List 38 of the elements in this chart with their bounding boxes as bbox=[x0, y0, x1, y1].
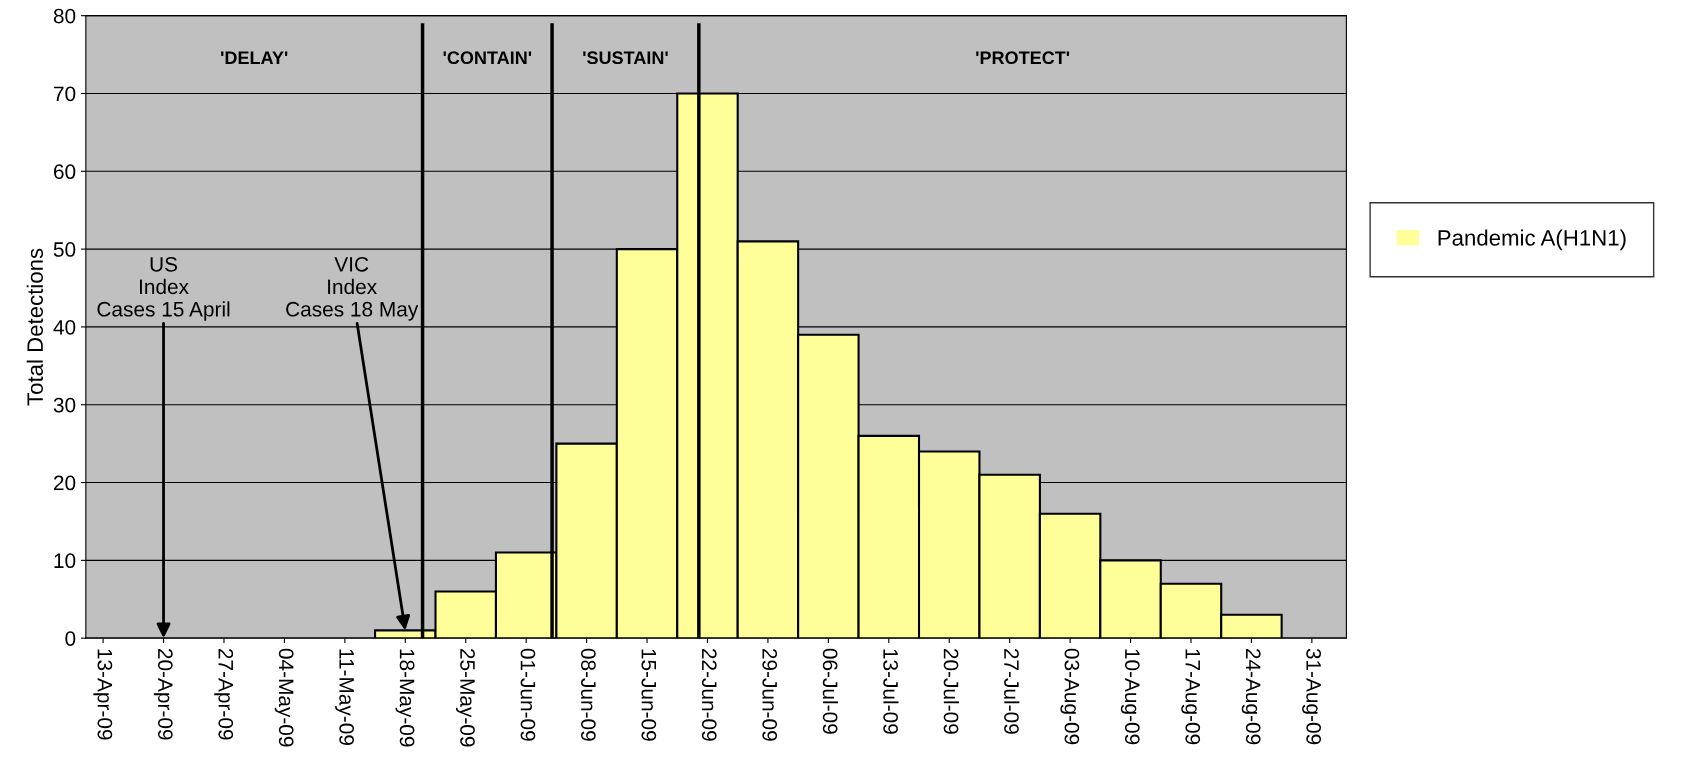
x-tick-label: 11-May-09 bbox=[335, 649, 355, 745]
x-tick-label: 01-Jun-09 bbox=[520, 648, 536, 741]
x-tick-label: 13-Jul-09 bbox=[883, 649, 899, 734]
x-tick-label: 31-Aug-09 bbox=[1302, 648, 1322, 745]
x-tick-label: 24-Aug-09 bbox=[1241, 648, 1261, 745]
y-tick-label: 80 bbox=[53, 8, 76, 24]
annotation: 'DELAY' bbox=[221, 51, 288, 64]
y-tick-label: 50 bbox=[53, 242, 76, 257]
x-tick-label: 04-May-09 bbox=[274, 648, 294, 747]
x-tick-label: 06-Jul-09 bbox=[822, 648, 839, 734]
x-tick-label: 17-Aug-09 bbox=[1181, 649, 1201, 745]
annotation: VIC Index Cases 18 May bbox=[286, 256, 419, 321]
x-tick-label: 27-Apr-09 bbox=[214, 648, 234, 740]
x-tick-label: 27-Jul-09 bbox=[1004, 648, 1020, 734]
x-tick-label: 08-Jun-09 bbox=[581, 648, 596, 741]
legend-label: Pandemic A(H1N1) bbox=[1438, 229, 1626, 251]
annotation: US Index Cases 15 April bbox=[97, 256, 230, 321]
y-tick-label: 60 bbox=[54, 164, 76, 180]
y-tick-label: 70 bbox=[54, 86, 76, 102]
annotation: 'PROTECT' bbox=[976, 51, 1070, 65]
y-tick-label: 30 bbox=[53, 397, 76, 413]
annotation: 'CONTAIN' bbox=[443, 51, 532, 65]
y-tick-label: 0 bbox=[65, 631, 76, 646]
y-tick-label: 40 bbox=[53, 319, 76, 335]
x-tick-label: 15-Jun-09 bbox=[641, 649, 657, 741]
y-axis-title: Total Detections bbox=[26, 248, 43, 406]
x-tick-label: 22-Jun-09 bbox=[701, 648, 717, 741]
x-tick-label: 13-Apr-09 bbox=[93, 649, 113, 740]
x-tick-label: 25-May-09 bbox=[456, 648, 475, 747]
y-tick-label: 20 bbox=[53, 475, 76, 491]
x-tick-label: 18-May-09 bbox=[395, 649, 415, 747]
x-tick-label: 03-Aug-09 bbox=[1060, 648, 1080, 745]
x-tick-label: 20-Apr-09 bbox=[153, 648, 173, 740]
x-tick-label: 20-Jul-09 bbox=[943, 648, 959, 734]
y-tick-label: 10 bbox=[54, 553, 76, 569]
x-tick-label: 29-Jun-09 bbox=[762, 648, 778, 741]
annotation: 'SUSTAIN' bbox=[583, 51, 668, 65]
x-tick-label: 10-Aug-09 bbox=[1120, 649, 1140, 745]
